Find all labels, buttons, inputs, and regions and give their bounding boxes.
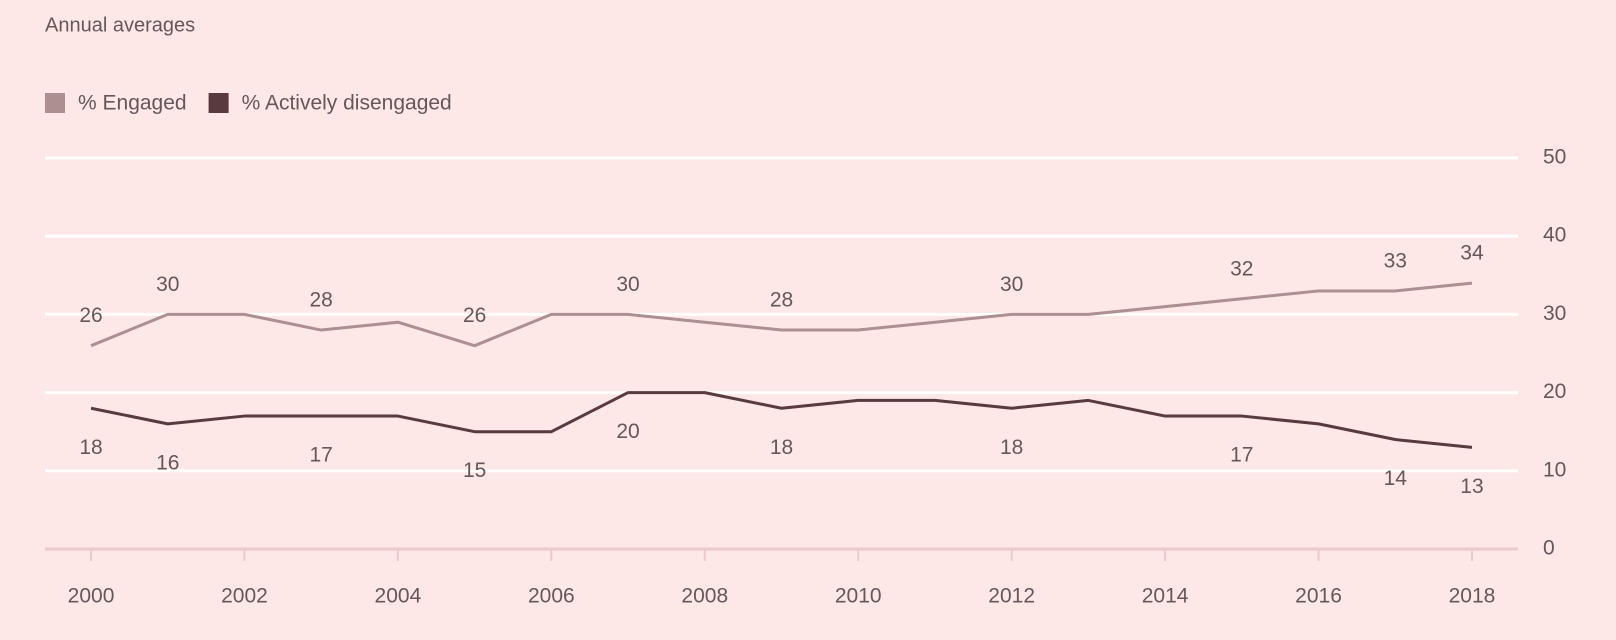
data-label: 26	[463, 304, 486, 327]
data-label: 28	[770, 289, 793, 312]
legend-swatch	[45, 93, 65, 113]
data-label: 20	[616, 420, 639, 443]
x-tick-label: 2008	[681, 585, 728, 608]
legend-swatch	[208, 93, 229, 113]
x-tick-label: 2000	[68, 585, 115, 608]
legend-label: % Engaged	[78, 92, 187, 115]
data-label: 15	[463, 459, 486, 482]
data-label: 14	[1384, 467, 1408, 490]
data-label: 30	[1000, 273, 1023, 296]
y-tick-label: 0	[1543, 537, 1555, 560]
x-tick-label: 2006	[528, 585, 575, 608]
y-tick-label: 30	[1543, 302, 1566, 325]
data-label: 26	[79, 304, 102, 327]
data-label: 13	[1460, 475, 1483, 498]
chart-title: Annual averages	[45, 14, 195, 36]
data-label: 34	[1460, 242, 1484, 265]
x-tick-label: 2010	[835, 585, 882, 608]
y-tick-label: 40	[1543, 224, 1566, 247]
data-label: 17	[310, 444, 333, 467]
data-label: 28	[310, 289, 333, 312]
data-label: 30	[616, 273, 639, 296]
series-line	[90, 391, 1473, 449]
x-tick-label: 2012	[988, 585, 1035, 608]
y-tick-label: 10	[1543, 458, 1566, 481]
data-label: 33	[1384, 249, 1407, 272]
x-tick-label: 2004	[375, 585, 422, 608]
y-tick-label: 50	[1543, 146, 1566, 169]
y-tick-label: 20	[1543, 380, 1566, 403]
x-tick-label: 2002	[221, 585, 268, 608]
x-tick-label: 2014	[1142, 585, 1189, 608]
data-label: 16	[156, 451, 179, 474]
data-label: 18	[770, 436, 793, 459]
data-label: 17	[1230, 444, 1253, 467]
legend-label: % Actively disengaged	[242, 92, 452, 115]
x-tick-label: 2016	[1295, 585, 1342, 608]
data-label: 30	[156, 273, 179, 296]
data-label: 32	[1230, 257, 1253, 280]
x-tick-label: 2018	[1449, 585, 1496, 608]
data-label: 18	[79, 436, 102, 459]
data-label: 18	[1000, 436, 1023, 459]
series-line	[90, 281, 1473, 348]
